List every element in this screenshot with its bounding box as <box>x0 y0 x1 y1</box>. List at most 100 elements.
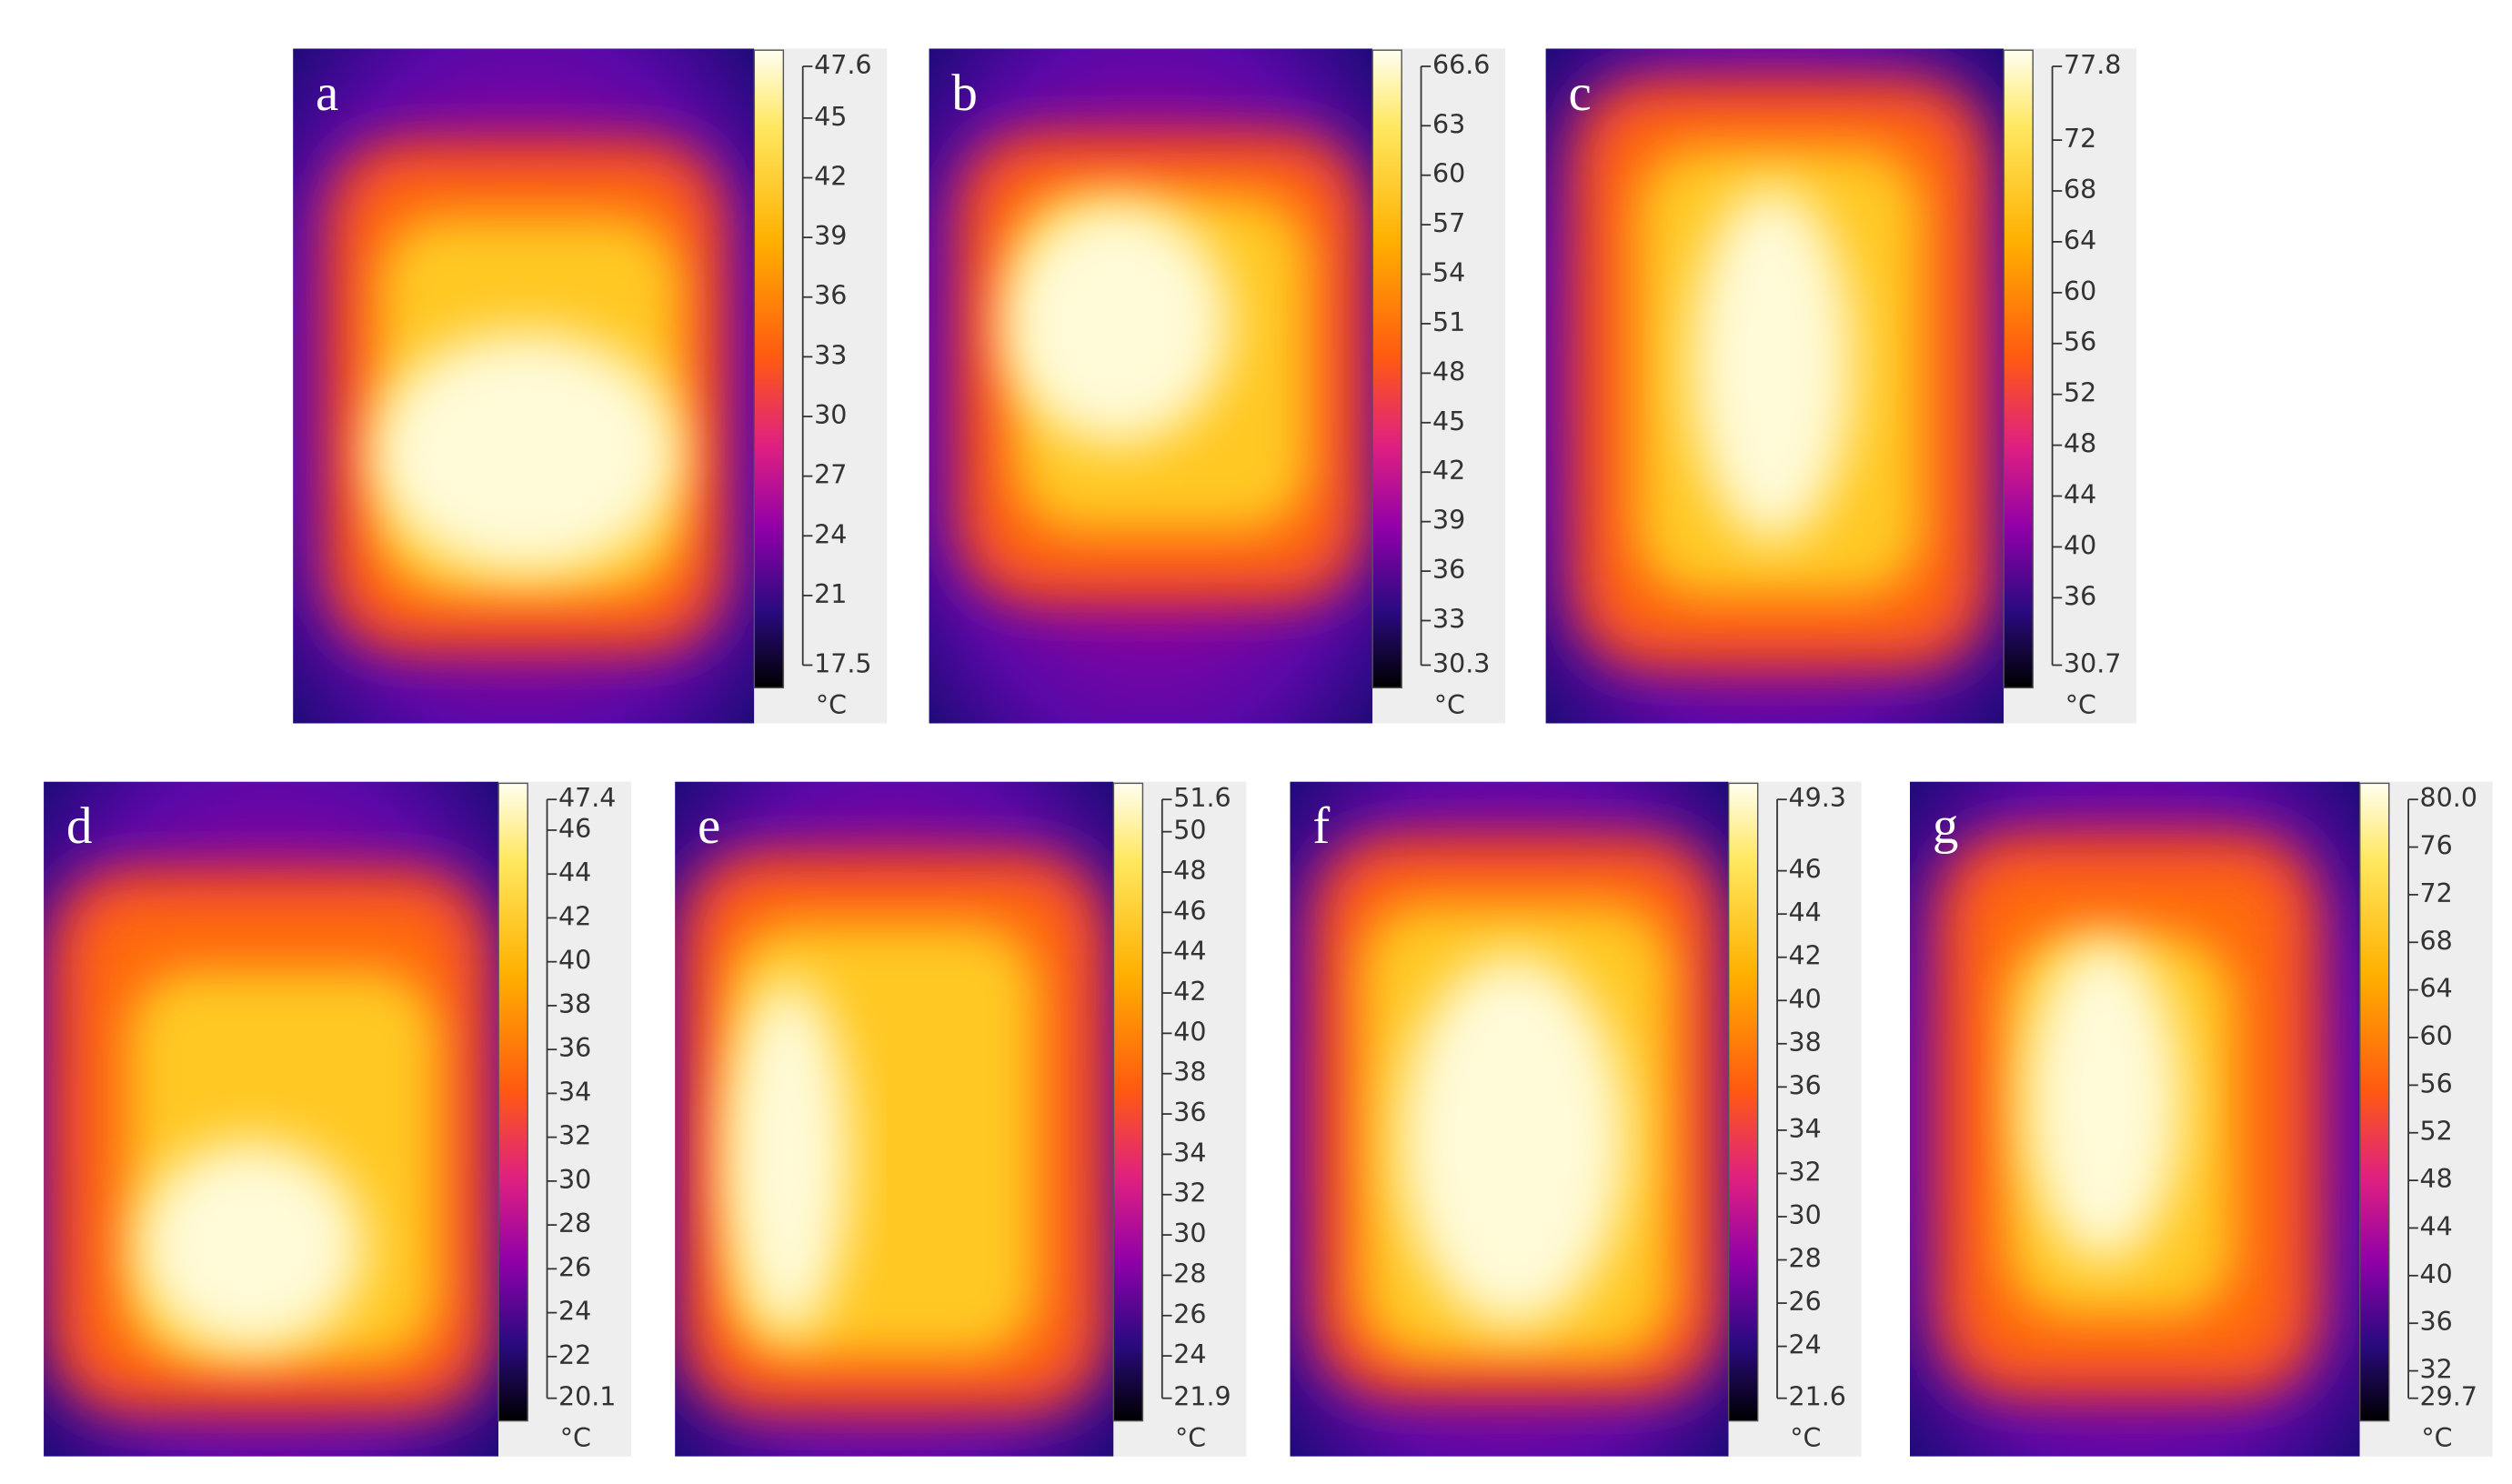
tick-label: 21.9 <box>1173 1382 1231 1412</box>
tick-label: 63 <box>1432 109 1465 139</box>
colorbar <box>497 782 528 1422</box>
tick-label: 30.7 <box>2064 648 2121 678</box>
tick-label: 22 <box>558 1340 591 1370</box>
thermal-image <box>1545 48 2005 724</box>
tick-label: 26 <box>558 1252 591 1282</box>
tick-label: 52 <box>2064 378 2096 408</box>
tick-label: 32 <box>1789 1157 1822 1187</box>
tick-label: 72 <box>2064 124 2096 154</box>
colorbar <box>1727 782 1759 1422</box>
tick-label: 47.6 <box>814 50 871 80</box>
tick-label: 40 <box>2064 530 2096 560</box>
thermal-panel: b 66.6 63 60 57 54 51 48 45 42 39 36 33 30.3 °C <box>929 48 1506 724</box>
tick-label: 42 <box>558 901 591 931</box>
unit-label: °C <box>1790 1423 1821 1453</box>
tick-label: 28 <box>1173 1258 1206 1288</box>
tick-label: 54 <box>1432 258 1465 288</box>
tick-label: 68 <box>2420 926 2453 956</box>
tick-label: 24 <box>1173 1339 1206 1369</box>
colorbar <box>753 49 785 689</box>
tick-label: 66.6 <box>1432 50 1490 80</box>
panel-label: a <box>316 65 338 122</box>
thermal-image <box>44 781 499 1457</box>
tick-label: 21 <box>814 579 847 609</box>
tick-label: 48 <box>2064 429 2096 459</box>
thermal-image <box>1909 781 2360 1457</box>
tick-label: 42 <box>814 161 847 191</box>
panel-label: g <box>1933 797 1958 855</box>
tick-label: 32 <box>558 1121 591 1151</box>
colorbar <box>1372 49 1402 689</box>
tick-label: 30 <box>814 400 847 430</box>
tick-label: 51.6 <box>1173 783 1231 813</box>
tick-label: 46 <box>558 814 591 844</box>
thermal-panel: f 49.3 46 44 42 40 38 36 34 32 30 28 26 24 21.6 °C <box>1290 781 1862 1457</box>
tick-label: 40 <box>1173 1017 1206 1047</box>
hot-core <box>1400 955 1627 1328</box>
tick-label: 45 <box>1432 406 1465 436</box>
unit-label: °C <box>2065 690 2096 720</box>
thermal-panel: a 47.6 45 42 39 36 33 30 27 24 21 17.5 °C <box>293 48 888 724</box>
tick-label: 39 <box>1432 506 1465 536</box>
tick-label: 30 <box>1789 1200 1822 1230</box>
tick-label: 46 <box>1789 855 1822 885</box>
tick-label: 46 <box>1173 896 1206 926</box>
tick-label: 47.4 <box>558 783 616 813</box>
panel-label: b <box>951 65 977 122</box>
tick-label: 42 <box>1173 977 1206 1007</box>
tick-label: 48 <box>1432 356 1465 386</box>
tick-label: 36 <box>2420 1307 2453 1337</box>
tick-label: 38 <box>1789 1028 1822 1058</box>
tick-label: 36 <box>558 1033 591 1063</box>
thermal-panel: d 47.446 44 42 40 38 36 34 32 30 28 26 24 22 20.1 °C <box>44 781 632 1457</box>
tick-label: 44 <box>2420 1211 2453 1241</box>
tick-label: 57 <box>1432 208 1465 238</box>
tick-label: 39 <box>814 221 847 251</box>
colorbar <box>2359 782 2390 1422</box>
thermal-panel: e 51.650 48 46 44 42 40 38 36 34 32 30 28 26 24 21.9 °C <box>675 781 1247 1457</box>
tick-label: 51 <box>1432 307 1465 337</box>
hot-core <box>1691 186 1854 543</box>
tick-label: 77.8 <box>2064 50 2121 80</box>
tick-label: 26 <box>1789 1287 1822 1317</box>
tick-label: 26 <box>1173 1299 1206 1329</box>
tick-label: 30.3 <box>1432 648 1490 678</box>
tick-label: 36 <box>1432 555 1465 585</box>
tick-label: 17.5 <box>814 648 871 678</box>
tick-label: 36 <box>814 281 847 311</box>
tick-label: 45 <box>814 102 847 132</box>
tick-label: 56 <box>2064 327 2096 357</box>
tick-label: 29.7 <box>2420 1382 2477 1412</box>
tick-label: 24 <box>814 519 847 549</box>
thermal-image <box>675 781 1114 1457</box>
hot-core <box>727 978 850 1336</box>
hot-core <box>137 1140 365 1352</box>
tick-label: 44 <box>2064 480 2096 510</box>
tick-label: 30 <box>558 1165 591 1195</box>
tick-label: 24 <box>558 1297 591 1327</box>
panel-label: f <box>1312 797 1330 855</box>
tick-label: 64 <box>2064 226 2096 256</box>
panel-label: c <box>1568 65 1591 122</box>
tick-label: 42 <box>1432 456 1465 486</box>
unit-label: °C <box>1175 1423 1206 1453</box>
tick-label: 48 <box>2420 1164 2453 1194</box>
panel-label: d <box>66 797 92 855</box>
unit-label: °C <box>816 690 847 720</box>
hot-core <box>2026 938 2182 1263</box>
thermal-panel: c 77.8 72 68 64 60 56 52 48 44 40 36 30.7 °C <box>1545 48 2137 724</box>
tick-label: 40 <box>2420 1259 2453 1289</box>
hot-core <box>372 331 680 575</box>
tick-label: 44 <box>558 857 591 887</box>
tick-label: 50 <box>1173 816 1206 846</box>
tick-label: 33 <box>1432 604 1465 634</box>
tick-label: 38 <box>558 989 591 1019</box>
tick-label: 30 <box>1173 1218 1206 1248</box>
tick-label: 32 <box>1173 1178 1206 1208</box>
unit-label: °C <box>2421 1423 2452 1453</box>
tick-label: 52 <box>2420 1117 2453 1147</box>
tick-label: 34 <box>1173 1138 1206 1168</box>
tick-label: 20.1 <box>558 1382 616 1412</box>
